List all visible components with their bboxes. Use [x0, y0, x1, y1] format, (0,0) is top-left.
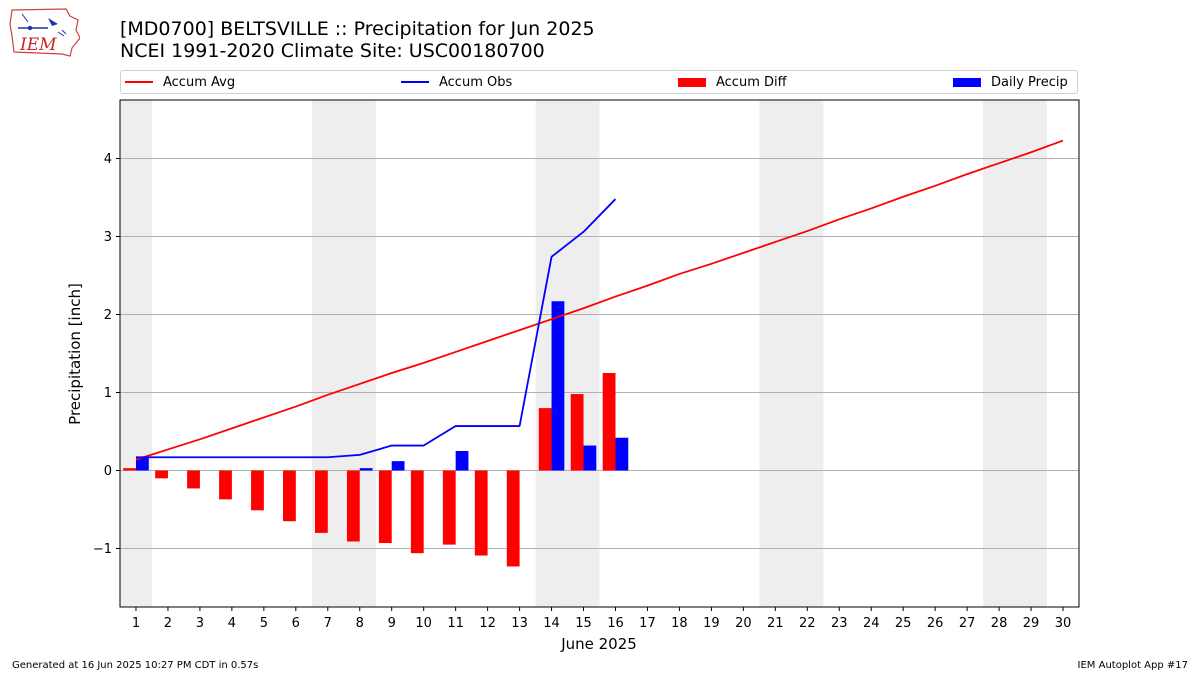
x-tick-label: 8 — [356, 616, 364, 631]
logo-text: IEM — [19, 35, 57, 55]
x-tick-label: 10 — [415, 616, 432, 631]
y-axis-label: Precipitation [inch] — [66, 283, 84, 425]
accum-diff-bar — [219, 470, 232, 500]
weekend-band — [535, 100, 600, 607]
app-credit: IEM Autoplot App #17 — [1077, 660, 1188, 671]
legend-label-accum-avg: Accum Avg — [163, 74, 236, 90]
x-axis: 1 2 3 4 5 6 7 8 9 10 11 12 13 14 15 16 17 18 19 20 21 22 23 24 2… — [132, 607, 1071, 631]
x-tick-label: 27 — [959, 616, 976, 631]
y-tick-label: 2 — [104, 308, 112, 323]
legend-swatch-accum-diff — [678, 77, 706, 87]
accum-diff-bar — [123, 468, 136, 471]
x-tick-label: 5 — [260, 616, 268, 631]
x-tick-label: 15 — [575, 616, 592, 631]
accum-diff-bar — [314, 470, 328, 533]
x-tick-label: 28 — [991, 616, 1008, 631]
x-tick-label: 30 — [1055, 616, 1072, 631]
daily-precip-bar — [391, 461, 405, 471]
accum-diff-bar — [410, 470, 424, 554]
weekend-shading — [120, 100, 1048, 607]
weekend-band — [759, 100, 824, 607]
y-tick-label: 1 — [104, 386, 112, 401]
legend-label-accum-diff: Accum Diff — [716, 74, 787, 90]
legend-label-daily-precip: Daily Precip — [991, 74, 1068, 90]
legend-swatch-accum-obs — [401, 81, 429, 83]
chart-title: [MD0700] BELTSVILLE :: Precipitation for… — [120, 18, 595, 40]
legend-item-accum-diff: Accum Diff — [678, 71, 787, 93]
x-tick-label: 7 — [324, 616, 332, 631]
accum-diff-bar — [602, 373, 616, 471]
x-tick-label: 3 — [196, 616, 204, 631]
x-tick-label: 20 — [735, 616, 752, 631]
x-tick-label: 19 — [703, 616, 720, 631]
accum-diff-bar — [538, 408, 552, 471]
legend-swatch-daily-precip — [953, 77, 981, 87]
weekend-band — [120, 100, 152, 607]
accum-diff-bar — [442, 470, 456, 545]
x-tick-label: 24 — [863, 616, 880, 631]
daily-precip-bar — [359, 468, 373, 471]
chart-subtitle: NCEI 1991-2020 Climate Site: USC00180700 — [120, 40, 545, 62]
daily-precip-bar — [583, 445, 597, 471]
x-tick-label: 23 — [831, 616, 848, 631]
x-tick-label: 4 — [228, 616, 236, 631]
x-tick-label: 17 — [639, 616, 656, 631]
x-tick-label: 29 — [1023, 616, 1040, 631]
y-tick-label: 3 — [104, 230, 112, 245]
daily-precip-bar — [455, 451, 469, 471]
accum-diff-bar — [155, 470, 168, 479]
y-tick-label: 4 — [104, 152, 112, 167]
grid-lines — [120, 158, 1079, 549]
line-layer — [135, 139, 1064, 461]
x-tick-label: 9 — [388, 616, 396, 631]
legend-swatch-accum-avg — [125, 81, 153, 83]
accum-diff-bar — [346, 470, 360, 542]
accum-diff-bar — [570, 394, 584, 471]
accum-diff-bar — [506, 470, 520, 567]
weekend-band — [983, 100, 1048, 607]
x-tick-label: 16 — [607, 616, 624, 631]
accum-diff-bar — [187, 470, 200, 489]
x-tick-label: 21 — [767, 616, 784, 631]
iem-iowa-logo-icon: IEM — [9, 8, 81, 57]
accum-diff-bar — [283, 470, 296, 522]
x-tick-label: 12 — [479, 616, 496, 631]
x-tick-label: 13 — [511, 616, 528, 631]
bar-layer — [123, 301, 629, 567]
y-tick-label: −1 — [93, 542, 112, 557]
y-tick-label: 0 — [104, 464, 112, 479]
accum-avg-line — [135, 139, 1064, 461]
x-tick-label: 14 — [543, 616, 560, 631]
x-tick-label: 22 — [799, 616, 816, 631]
accum-diff-bar — [378, 470, 392, 544]
x-axis-label: June 2025 — [560, 635, 637, 653]
daily-precip-bar — [135, 457, 149, 471]
x-tick-label: 26 — [927, 616, 944, 631]
x-tick-label: 2 — [164, 616, 172, 631]
legend-item-daily-precip: Daily Precip — [953, 71, 1068, 93]
generated-timestamp: Generated at 16 Jun 2025 10:27 PM CDT in… — [12, 660, 259, 671]
legend-label-accum-obs: Accum Obs — [439, 74, 513, 90]
plot-frame — [119, 99, 1080, 608]
x-tick-label: 1 — [132, 616, 140, 631]
legend-item-accum-obs: Accum Obs — [401, 71, 512, 93]
legend-item-accum-avg: Accum Avg — [125, 71, 235, 93]
accum-diff-bar — [251, 470, 264, 511]
accum-obs-line — [135, 198, 617, 459]
accum-diff-bar — [474, 470, 488, 556]
chart-legend: Accum Avg Accum Obs Accum Diff Daily Pre… — [120, 70, 1078, 94]
x-tick-label: 25 — [895, 616, 912, 631]
daily-precip-bar — [551, 301, 565, 471]
x-tick-label: 6 — [292, 616, 300, 631]
iem-logo[interactable]: IEM — [8, 6, 81, 58]
y-axis: −1 0 1 2 3 4 — [93, 152, 120, 557]
daily-precip-bar — [615, 437, 629, 471]
x-tick-label: 11 — [447, 616, 464, 631]
x-tick-label: 18 — [671, 616, 688, 631]
